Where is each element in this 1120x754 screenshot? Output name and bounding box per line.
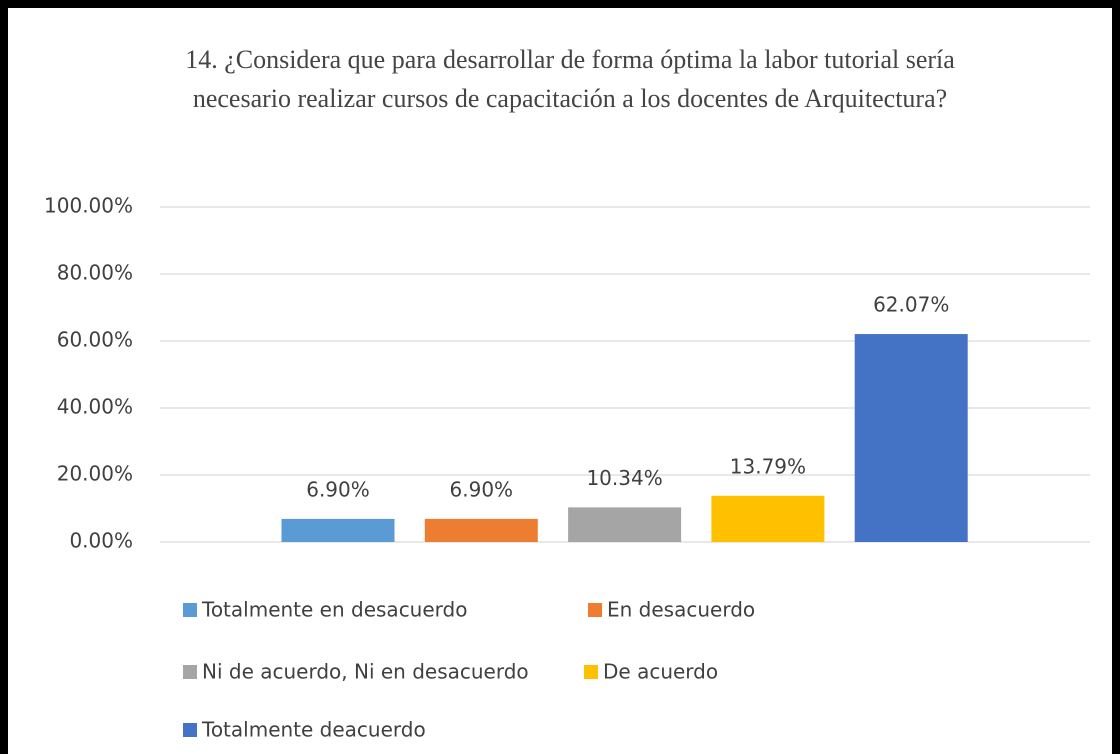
data-label: 6.90%: [450, 477, 514, 501]
y-tick-label: 0.00%: [69, 529, 133, 553]
legend-swatch: [183, 665, 197, 679]
legend-label: Ni de acuerdo, Ni en desacuerdo: [202, 660, 529, 684]
data-label: 6.90%: [306, 477, 370, 501]
bar: [711, 495, 825, 542]
y-tick-label: 100.00%: [44, 194, 133, 218]
bar: [281, 518, 395, 542]
y-tick-label: 60.00%: [57, 328, 133, 352]
y-tick-label: 20.00%: [57, 462, 133, 486]
legend-label: Totalmente deacuerdo: [201, 718, 426, 742]
y-tick-label: 80.00%: [57, 261, 133, 285]
legend-label: Totalmente en desacuerdo: [201, 598, 467, 622]
legend-swatch: [183, 723, 197, 737]
legend-swatch: [588, 603, 602, 617]
legend-label: En desacuerdo: [607, 598, 755, 622]
data-label: 10.34%: [586, 466, 662, 490]
legend-swatch: [183, 603, 197, 617]
legend-label: De acuerdo: [603, 660, 718, 684]
chart-title: 14. ¿Considera que para desarrollar de f…: [185, 45, 955, 113]
bar: [424, 518, 538, 542]
data-label: 62.07%: [873, 293, 949, 317]
legend-swatch: [584, 665, 598, 679]
data-label: 13.79%: [730, 454, 806, 478]
bar: [568, 507, 682, 542]
bar: [854, 334, 968, 542]
y-tick-label: 40.00%: [57, 395, 133, 419]
